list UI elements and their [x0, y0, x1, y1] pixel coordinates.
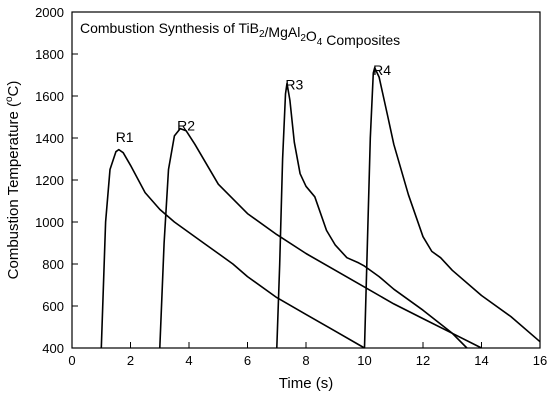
x-tick-label: 4 [185, 353, 192, 368]
y-tick-label: 1600 [35, 89, 64, 104]
y-tick-label: 2000 [35, 5, 64, 20]
x-axis-title: Time (s) [279, 375, 333, 392]
y-tick-label: 600 [42, 299, 64, 314]
y-tick-label: 800 [42, 257, 64, 272]
series-line-r4 [363, 66, 541, 349]
plot-title: Combustion Synthesis of TiB2/MgAl2O4 Com… [80, 20, 400, 48]
series-line-r3 [276, 82, 468, 349]
series-line-r2 [159, 127, 482, 349]
x-tick-label: 6 [244, 353, 251, 368]
series-line-r1 [100, 148, 365, 349]
y-tick-label: 1200 [35, 173, 64, 188]
series-label-r2: R2 [177, 118, 195, 134]
series-label-r1: R1 [116, 129, 134, 145]
plot-frame [71, 11, 541, 349]
x-tick-label: 8 [302, 353, 309, 368]
x-tick-label: 16 [533, 353, 547, 368]
y-axis-title: Combustion Temperature (oC) [4, 81, 22, 280]
x-tick-label: 12 [416, 353, 430, 368]
x-tick-label: 10 [357, 353, 371, 368]
y-tick-label: 1400 [35, 131, 64, 146]
y-tick-label: 1800 [35, 47, 64, 62]
y-tick-label: 400 [42, 341, 64, 356]
y-tick-label: 1000 [35, 215, 64, 230]
series-label-r3: R3 [285, 77, 303, 93]
series-label-r4: R4 [373, 62, 391, 78]
x-tick-label: 0 [68, 353, 75, 368]
x-tick-label: 14 [474, 353, 488, 368]
x-tick-label: 2 [127, 353, 134, 368]
